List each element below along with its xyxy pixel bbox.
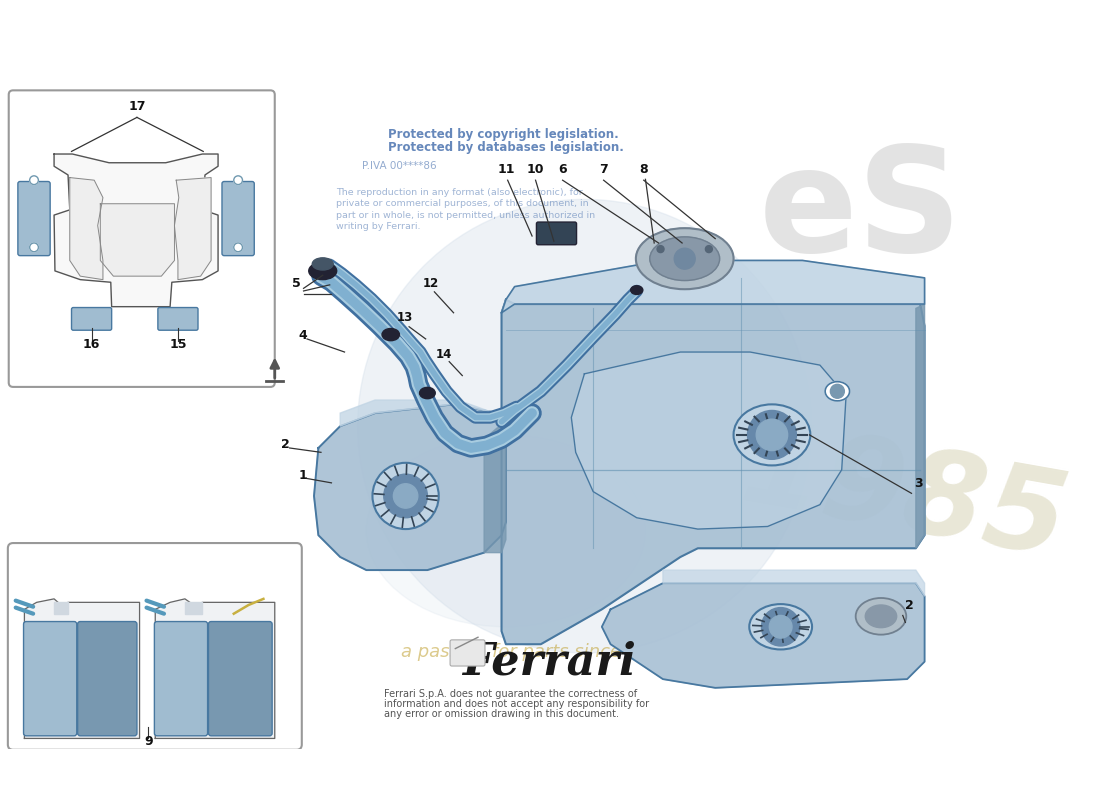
Text: P.IVA 00****86: P.IVA 00****86 [362,161,437,171]
Circle shape [748,410,796,459]
Circle shape [358,199,811,653]
Polygon shape [663,570,925,596]
Circle shape [657,246,664,253]
Ellipse shape [309,262,337,280]
Polygon shape [916,304,925,548]
FancyBboxPatch shape [78,622,136,736]
Circle shape [234,176,242,185]
Polygon shape [484,426,506,553]
Polygon shape [602,583,925,688]
FancyBboxPatch shape [537,222,576,245]
Text: part or in whole, is not permitted, unless authorized in: part or in whole, is not permitted, unle… [336,210,595,220]
Text: private or commercial purposes, of this document, in: private or commercial purposes, of this … [336,199,588,208]
Polygon shape [175,178,211,280]
Text: 9: 9 [144,734,153,747]
Polygon shape [54,154,218,306]
Text: 2: 2 [905,599,914,612]
Text: 11: 11 [497,163,515,176]
Text: 7: 7 [600,163,608,176]
Text: 16: 16 [82,338,100,350]
Text: any error or omission drawing in this document.: any error or omission drawing in this do… [384,710,619,719]
Text: Protected by databases legislation.: Protected by databases legislation. [388,141,624,154]
Polygon shape [155,599,275,738]
Text: Protected by copyright legislation.: Protected by copyright legislation. [388,128,619,142]
Polygon shape [502,261,925,313]
FancyBboxPatch shape [8,543,301,750]
Polygon shape [502,300,925,644]
Ellipse shape [734,404,811,466]
Text: eS: eS [759,141,962,282]
Ellipse shape [650,237,719,281]
Polygon shape [340,400,506,426]
Text: 13: 13 [397,311,414,325]
FancyBboxPatch shape [72,307,111,330]
Circle shape [561,232,570,240]
Text: 4: 4 [298,329,307,342]
Text: 2: 2 [280,438,289,451]
FancyBboxPatch shape [18,182,51,256]
FancyBboxPatch shape [158,307,198,330]
Text: 1985: 1985 [733,412,1076,582]
Polygon shape [185,602,202,614]
Ellipse shape [825,382,849,401]
Circle shape [769,615,792,638]
FancyBboxPatch shape [209,622,272,736]
Circle shape [546,232,554,240]
Ellipse shape [856,598,906,634]
Ellipse shape [419,387,436,398]
Ellipse shape [382,329,399,341]
FancyBboxPatch shape [450,640,485,666]
Circle shape [705,246,713,253]
Text: 12: 12 [424,277,439,290]
Text: 8: 8 [639,163,648,176]
Ellipse shape [366,435,646,626]
Text: 3: 3 [914,478,923,490]
Text: a passion for parts since: a passion for parts since [402,643,622,662]
Circle shape [30,176,38,185]
Ellipse shape [630,286,642,294]
Circle shape [234,243,242,252]
Circle shape [756,419,788,450]
Polygon shape [314,404,506,570]
Polygon shape [24,599,140,738]
Circle shape [761,607,800,646]
Ellipse shape [312,258,333,270]
Text: The reproduction in any format (also electronic), for: The reproduction in any format (also ele… [336,188,583,197]
Circle shape [674,248,695,269]
Text: 17: 17 [129,101,145,114]
FancyBboxPatch shape [222,182,254,256]
Text: writing by Ferrari.: writing by Ferrari. [336,222,420,231]
Circle shape [394,484,418,508]
Text: 15: 15 [169,338,187,350]
FancyBboxPatch shape [23,622,77,736]
Circle shape [373,463,439,529]
Ellipse shape [749,604,812,650]
Text: 10: 10 [527,163,544,176]
Circle shape [384,474,428,518]
Polygon shape [571,352,846,529]
Circle shape [830,384,845,398]
Ellipse shape [866,605,896,628]
FancyBboxPatch shape [154,622,208,736]
Text: Ferrari: Ferrari [462,641,636,684]
Polygon shape [54,602,68,614]
Text: 6: 6 [559,163,566,176]
Text: information and does not accept any responsibility for: information and does not accept any resp… [384,699,649,709]
Text: Ferrari S.p.A. does not guarantee the correctness of: Ferrari S.p.A. does not guarantee the co… [384,689,637,698]
Text: 14: 14 [436,348,452,361]
Polygon shape [100,204,175,276]
Circle shape [30,243,38,252]
Ellipse shape [636,228,734,290]
Text: 1: 1 [298,469,307,482]
Text: 5: 5 [293,277,301,290]
Polygon shape [69,178,103,280]
FancyBboxPatch shape [9,90,275,387]
